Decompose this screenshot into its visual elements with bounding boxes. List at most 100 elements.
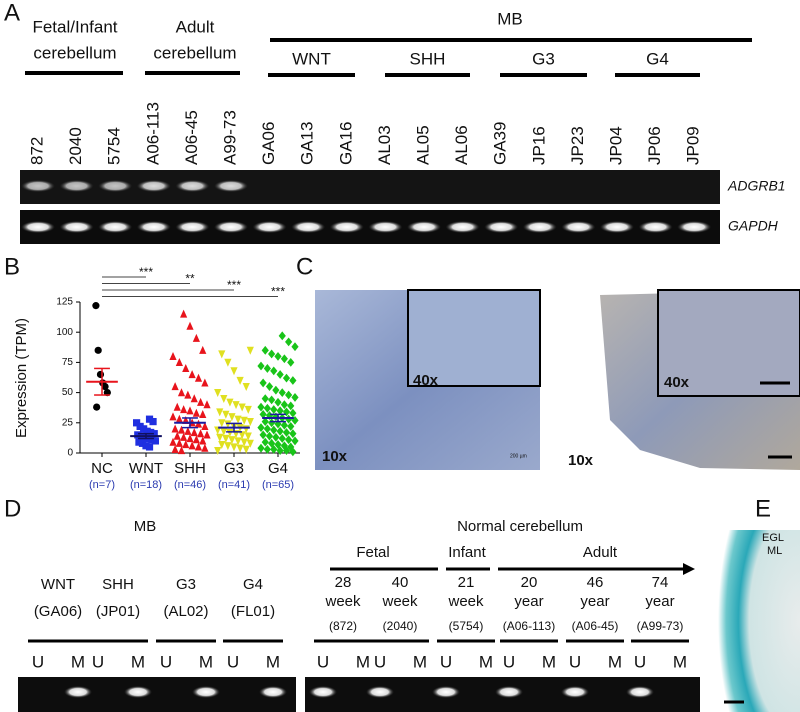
lane-label: U	[227, 652, 239, 671]
point	[280, 400, 288, 410]
subgroup-label: SHH	[410, 49, 446, 68]
gel-band	[98, 221, 133, 233]
gel-band	[484, 221, 519, 233]
sample-label: JP04	[606, 126, 625, 165]
point	[244, 432, 252, 441]
point	[244, 405, 252, 414]
point	[180, 405, 188, 414]
sample-id: (A06-45)	[572, 619, 619, 633]
point	[171, 382, 179, 391]
lane-label: M	[131, 652, 145, 671]
point	[287, 422, 295, 431]
panel-label: B	[4, 253, 20, 280]
point	[177, 446, 186, 455]
point	[186, 321, 194, 330]
sample-label: JP09	[684, 126, 703, 165]
point	[175, 414, 183, 423]
point	[263, 424, 271, 434]
panel-e: EGL ML	[718, 530, 800, 712]
sample-label: AL06	[452, 125, 471, 165]
layer-label: ML	[767, 545, 782, 557]
gel-band	[366, 686, 394, 698]
point	[224, 358, 232, 367]
point	[186, 434, 194, 443]
point	[96, 370, 105, 379]
magnification: 10x	[568, 452, 594, 469]
point	[93, 403, 101, 411]
y-tick-label: 125	[56, 297, 73, 308]
sample-age: year	[514, 593, 543, 610]
point	[92, 302, 100, 310]
point	[238, 431, 246, 440]
n-label: (n=18)	[130, 479, 162, 491]
gel	[18, 677, 296, 712]
point	[289, 408, 297, 418]
point	[246, 346, 254, 355]
lane-label: U	[317, 652, 329, 671]
gel-band	[495, 686, 523, 698]
point	[194, 442, 203, 451]
point	[169, 437, 177, 446]
significance-label: ***	[271, 285, 285, 299]
sample-age: 28	[335, 574, 352, 591]
point	[218, 440, 226, 449]
sample-age: 46	[587, 574, 604, 591]
sample-age: year	[645, 593, 674, 610]
lane-label: M	[199, 652, 213, 671]
point	[242, 382, 250, 391]
point	[197, 429, 205, 438]
sample-name: WNT	[41, 576, 75, 593]
point	[257, 361, 265, 371]
gene-label: GAPDH	[728, 218, 779, 234]
panel-c: 40x 10x 200 µm 40x 10x	[315, 289, 800, 470]
point	[188, 441, 196, 450]
point	[218, 350, 226, 359]
point	[175, 358, 183, 366]
lane-label: M	[673, 652, 687, 671]
point	[199, 436, 207, 445]
y-tick-label: 50	[62, 387, 74, 398]
point	[94, 346, 102, 354]
micrograph	[718, 530, 800, 712]
point	[240, 438, 248, 447]
point	[289, 447, 297, 457]
point	[240, 416, 248, 425]
gel-band	[677, 221, 712, 233]
point	[272, 385, 280, 395]
gel-band	[136, 221, 171, 233]
point	[276, 446, 284, 455]
gel-band	[59, 221, 94, 233]
point	[278, 331, 286, 341]
sample-label: A06-113	[143, 102, 162, 165]
mb-label: MB	[497, 9, 523, 28]
n-label: (n=7)	[89, 479, 115, 491]
gel-band	[445, 221, 480, 233]
sample-label: A06-45	[182, 110, 201, 165]
point	[149, 417, 157, 426]
point	[201, 422, 209, 431]
point	[261, 417, 269, 426]
point	[222, 410, 230, 419]
point	[177, 388, 186, 397]
point	[278, 388, 286, 397]
point	[224, 420, 232, 429]
point	[236, 444, 244, 453]
point	[261, 345, 269, 355]
gel-band	[192, 686, 220, 698]
sample-label: AL03	[375, 125, 394, 165]
sample-age: 74	[652, 574, 669, 591]
point	[101, 382, 109, 391]
lane-label: U	[440, 652, 452, 671]
point	[276, 406, 284, 416]
point	[236, 376, 244, 385]
point	[287, 401, 295, 411]
gel-band	[252, 221, 287, 233]
point	[199, 409, 207, 418]
point	[265, 431, 274, 441]
point	[246, 439, 254, 448]
sample-label: JP16	[529, 126, 548, 165]
sample-id: (A99-73)	[637, 619, 684, 633]
point	[287, 358, 295, 367]
point	[216, 408, 224, 417]
point	[169, 412, 177, 421]
